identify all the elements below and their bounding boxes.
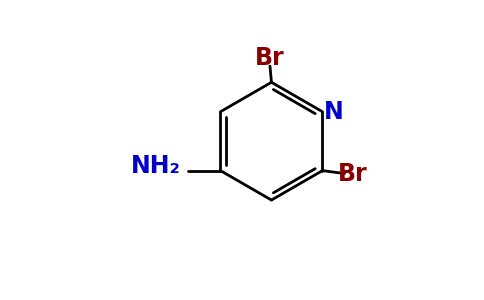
Text: Br: Br bbox=[255, 46, 285, 70]
Text: N: N bbox=[324, 100, 344, 124]
Text: Br: Br bbox=[338, 162, 367, 186]
Text: NH₂: NH₂ bbox=[131, 154, 181, 178]
